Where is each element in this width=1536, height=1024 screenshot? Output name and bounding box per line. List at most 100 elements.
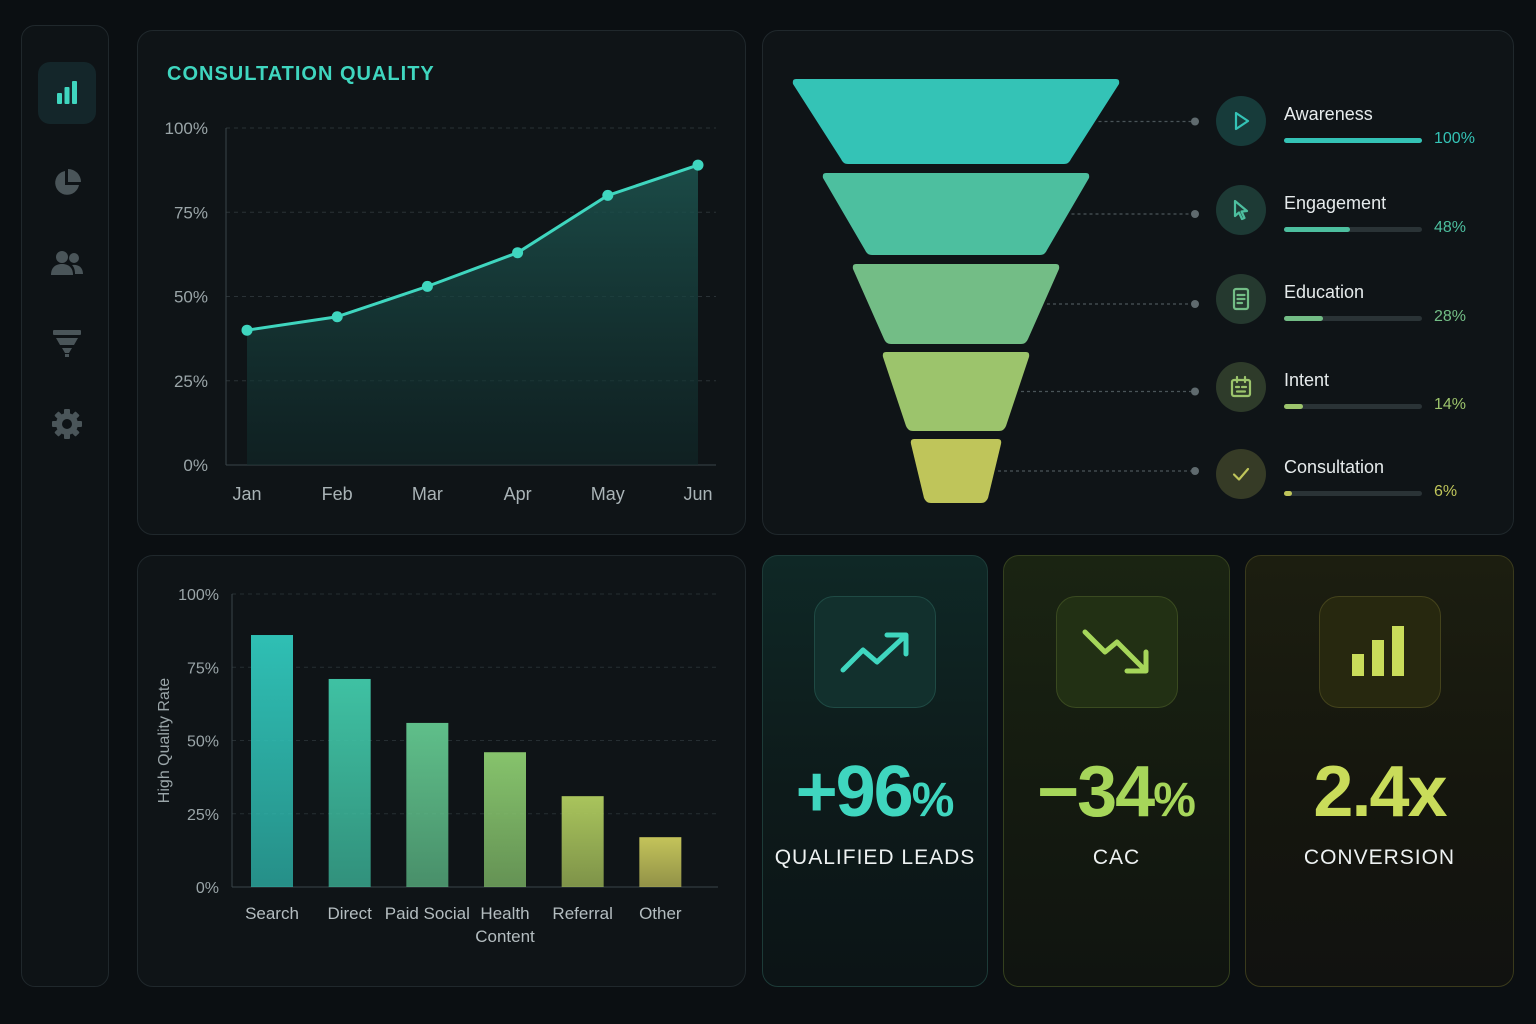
check-icon bbox=[1216, 449, 1266, 499]
funnel-segment bbox=[822, 173, 1090, 255]
connector-dot bbox=[1191, 300, 1199, 308]
data-point bbox=[692, 159, 704, 171]
x-tick-label: Direct bbox=[327, 904, 372, 923]
x-tick-label: Jun bbox=[683, 484, 712, 504]
funnel-stage-progress-fill bbox=[1284, 491, 1293, 496]
kpi-qualified-leads: +96% QUALIFIED LEADS bbox=[762, 555, 988, 987]
chart-title: CONSULTATION QUALITY bbox=[167, 63, 435, 85]
bar bbox=[639, 837, 682, 887]
funnel-stage-percent: 48% bbox=[1434, 219, 1467, 236]
y-tick-label: 25% bbox=[187, 807, 219, 824]
funnel-stage-progress-fill bbox=[1284, 227, 1351, 232]
y-tick-label: 50% bbox=[174, 288, 208, 307]
y-tick-label: 100% bbox=[178, 587, 219, 604]
y-tick-label: 75% bbox=[174, 203, 208, 222]
funnel-stage-percent: 28% bbox=[1434, 308, 1467, 325]
kpi-value: −34% bbox=[1037, 752, 1196, 832]
document-icon bbox=[1216, 274, 1266, 324]
trend-up-icon bbox=[814, 596, 936, 708]
funnel-card: Awareness 100% Engagement 48% Education 28% In… bbox=[762, 30, 1514, 535]
x-tick-label: Referral bbox=[552, 904, 612, 923]
kpi-cac: −34% CAC bbox=[1003, 555, 1230, 987]
kpi-label: CAC bbox=[1092, 846, 1141, 869]
bar bbox=[561, 796, 604, 887]
connector-dot bbox=[1191, 467, 1199, 475]
funnel-stage-percent: 100% bbox=[1434, 130, 1475, 147]
x-tick-label: Health bbox=[480, 904, 529, 923]
x-tick-label: Paid Social bbox=[385, 904, 470, 923]
y-tick-label: 75% bbox=[187, 660, 219, 677]
x-tick-label: Search bbox=[245, 904, 299, 923]
y-tick-label: 0% bbox=[196, 880, 219, 897]
data-point bbox=[331, 311, 343, 323]
x-tick-label: Other bbox=[639, 904, 682, 923]
users-icon bbox=[51, 251, 83, 275]
funnel-stage-progress bbox=[1284, 138, 1422, 143]
funnel-segment bbox=[910, 439, 1002, 503]
pie-chart-icon bbox=[55, 169, 81, 195]
x-tick-label: May bbox=[591, 484, 625, 504]
funnel-stage-name: Consultation bbox=[1284, 457, 1385, 477]
funnel-segment bbox=[852, 264, 1060, 344]
area-chart: 0% 25% 50% 75% 100% Jan Feb Mar Apr May Jun bbox=[165, 119, 716, 504]
funnel-stage-progress-fill bbox=[1284, 316, 1323, 321]
funnel-stage-progress bbox=[1284, 227, 1422, 232]
funnel-stage-name: Education bbox=[1284, 282, 1365, 302]
funnel-diagram bbox=[792, 79, 1199, 503]
y-tick-label: 100% bbox=[165, 119, 208, 138]
kpi-label: QUALIFIED LEADS bbox=[774, 846, 976, 869]
sidebar bbox=[21, 25, 109, 987]
funnel-stage-percent: 14% bbox=[1434, 396, 1467, 413]
nav-funnel[interactable] bbox=[38, 312, 96, 374]
funnel-segment bbox=[882, 352, 1030, 431]
funnel-stage-progress-fill bbox=[1284, 138, 1422, 143]
data-point bbox=[512, 247, 524, 259]
y-tick-label: 25% bbox=[174, 372, 208, 391]
nav-analytics[interactable] bbox=[38, 62, 96, 124]
data-point bbox=[241, 324, 253, 336]
nav-users[interactable] bbox=[38, 232, 96, 294]
nav-reports[interactable] bbox=[38, 152, 96, 214]
funnel-stage-progress bbox=[1284, 404, 1422, 409]
data-point bbox=[602, 189, 614, 201]
funnel-stage-progress-fill bbox=[1284, 404, 1304, 409]
y-axis-label: High Quality Rate bbox=[156, 678, 173, 803]
data-point bbox=[421, 280, 433, 292]
bar bbox=[328, 678, 371, 887]
funnel-stage-name: Intent bbox=[1284, 370, 1330, 390]
connector-dot bbox=[1191, 387, 1199, 396]
bar-chart-icon bbox=[1318, 596, 1441, 708]
cursor-icon bbox=[1216, 185, 1266, 235]
x-tick-label: Content bbox=[475, 927, 535, 946]
x-tick-label: Apr bbox=[504, 484, 532, 504]
kpi-value: +96% bbox=[795, 752, 955, 832]
y-tick-label: 0% bbox=[183, 456, 208, 475]
series-line bbox=[246, 163, 699, 332]
kpi-label: CONVERSION bbox=[1303, 846, 1456, 869]
kpi-conversion: 2.4x CONVERSION bbox=[1245, 555, 1514, 987]
trend-down-icon bbox=[1055, 596, 1178, 708]
kpi-value: 2.4x bbox=[1313, 752, 1447, 832]
bar-chart-icon bbox=[57, 81, 77, 104]
funnel-stage-progress bbox=[1284, 491, 1422, 496]
connector-dot bbox=[1191, 117, 1199, 126]
area-fill bbox=[247, 165, 698, 465]
x-tick-label: Jan bbox=[232, 484, 261, 504]
funnel-stage-progress bbox=[1284, 316, 1422, 321]
high-quality-rate-card: 0% 25% 50% 75% 100% High Quality Rate Search Di… bbox=[137, 555, 746, 987]
x-tick-label: Feb bbox=[322, 484, 353, 504]
funnel-icon bbox=[53, 330, 81, 357]
bar bbox=[406, 722, 449, 887]
bar bbox=[484, 752, 526, 887]
funnel-stage-name: Awareness bbox=[1284, 104, 1373, 124]
nav-settings[interactable] bbox=[38, 393, 96, 455]
connector-dot bbox=[1191, 210, 1199, 218]
consultation-quality-card: CONSULTATION QUALITY 0% 25% 50% 75% 100% Jan F… bbox=[137, 30, 746, 535]
funnel-segment bbox=[792, 79, 1120, 164]
bar-chart: 0% 25% 50% 75% 100% High Quality Rate Search Di… bbox=[156, 587, 718, 946]
funnel-stage-name: Engagement bbox=[1284, 193, 1387, 213]
play-icon bbox=[1216, 96, 1266, 146]
x-tick-label: Mar bbox=[412, 484, 443, 504]
y-tick-label: 50% bbox=[187, 734, 219, 751]
gear-icon bbox=[52, 409, 82, 439]
